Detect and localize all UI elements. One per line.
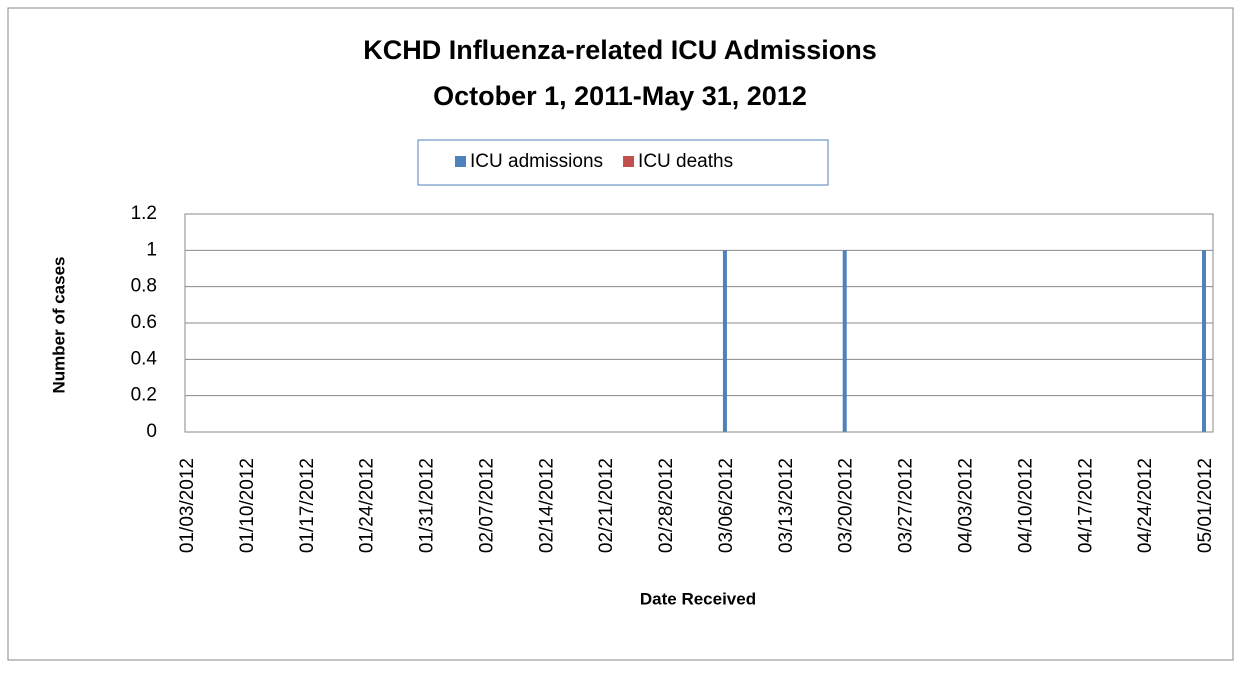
legend-swatch (455, 156, 466, 167)
y-tick-label: 0.8 (131, 276, 157, 297)
bar (722, 250, 727, 432)
chart-subtitle: October 1, 2011-May 31, 2012 (433, 81, 807, 111)
x-tick-label: 01/10/2012 (237, 458, 258, 553)
x-axis-label: Date Received (640, 589, 756, 608)
x-tick-label: 04/17/2012 (1075, 458, 1096, 553)
x-tick-label: 04/10/2012 (1015, 458, 1036, 553)
bar (1202, 250, 1206, 432)
x-tick-label: 01/24/2012 (357, 458, 378, 553)
y-tick-label: 1.2 (131, 203, 157, 224)
legend-label: ICU deaths (638, 151, 733, 172)
x-tick-label: 01/31/2012 (417, 458, 438, 553)
x-tick-label: 03/20/2012 (836, 458, 857, 553)
y-axis-label: Number of cases (49, 257, 68, 394)
y-tick-label: 1 (146, 239, 157, 260)
x-tick-label: 05/01/2012 (1195, 458, 1216, 553)
x-tick-label: 02/21/2012 (596, 458, 617, 553)
legend-box (417, 139, 829, 186)
legend-swatch (623, 156, 635, 167)
chart-title: KCHD Influenza-related ICU Admissions (363, 35, 877, 65)
x-tick-label: 02/14/2012 (536, 458, 557, 553)
x-tick-label: 02/07/2012 (476, 458, 497, 553)
y-tick-label: 0 (146, 421, 157, 442)
bar (842, 250, 847, 432)
x-tick-label: 01/03/2012 (177, 458, 198, 553)
chart-border (7, 7, 1234, 661)
x-tick-label: 02/28/2012 (656, 458, 677, 553)
x-tick-label: 03/06/2012 (716, 458, 737, 553)
y-tick-label: 0.6 (131, 312, 157, 333)
x-tick-label: 04/03/2012 (955, 458, 976, 553)
x-tick-label: 01/17/2012 (297, 458, 318, 553)
x-tick-label: 04/24/2012 (1135, 458, 1156, 553)
y-tick-label: 0.2 (131, 385, 157, 406)
x-tick-label: 03/27/2012 (896, 458, 917, 553)
x-tick-label: 03/13/2012 (776, 458, 797, 553)
y-tick-label: 0.4 (131, 348, 158, 369)
legend-label: ICU admissions (470, 151, 603, 172)
